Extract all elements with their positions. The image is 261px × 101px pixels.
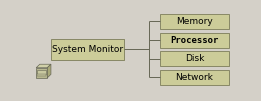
Text: Memory: Memory	[176, 17, 213, 26]
FancyBboxPatch shape	[37, 75, 46, 76]
FancyBboxPatch shape	[36, 68, 47, 78]
FancyBboxPatch shape	[52, 39, 125, 61]
FancyBboxPatch shape	[37, 70, 46, 74]
Polygon shape	[47, 64, 51, 78]
FancyBboxPatch shape	[162, 52, 230, 67]
Text: Processor: Processor	[170, 36, 219, 45]
FancyBboxPatch shape	[162, 71, 230, 85]
FancyBboxPatch shape	[160, 33, 229, 47]
Polygon shape	[36, 64, 51, 68]
FancyBboxPatch shape	[160, 51, 229, 66]
FancyBboxPatch shape	[160, 14, 229, 29]
Text: Disk: Disk	[185, 54, 204, 63]
FancyBboxPatch shape	[51, 39, 124, 60]
FancyBboxPatch shape	[162, 15, 230, 29]
Text: Network: Network	[175, 73, 213, 82]
Text: System Monitor: System Monitor	[52, 45, 123, 54]
FancyBboxPatch shape	[160, 70, 229, 85]
FancyBboxPatch shape	[162, 33, 230, 48]
